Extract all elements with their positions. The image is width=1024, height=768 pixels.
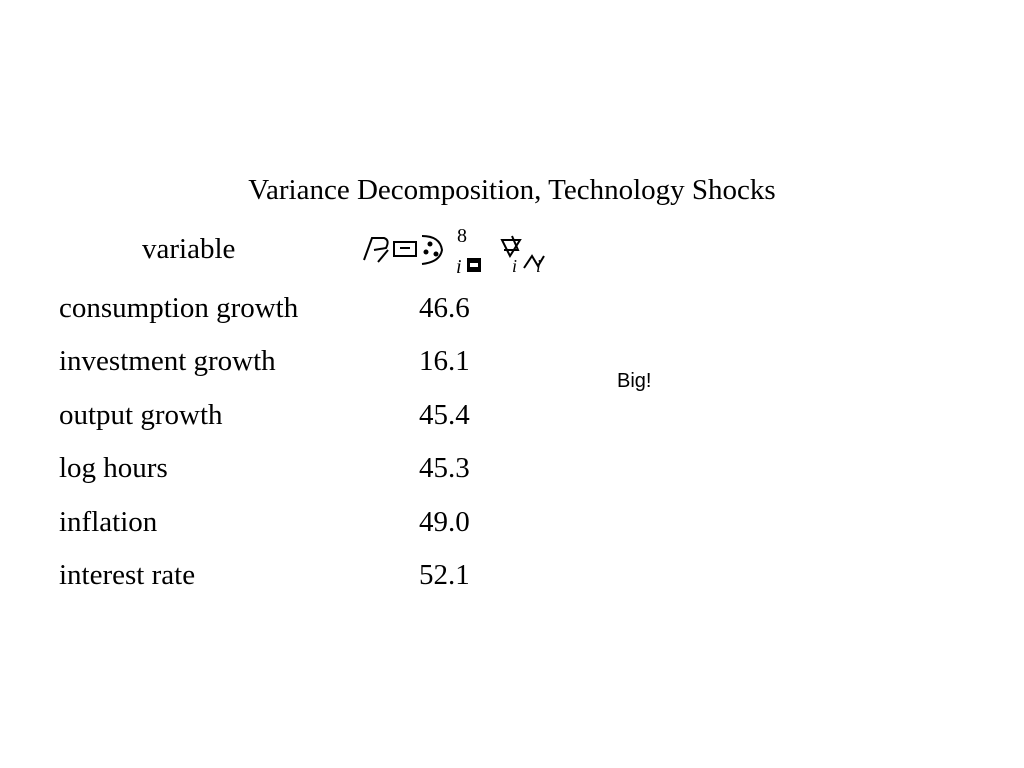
- svg-text:i: i: [536, 256, 541, 276]
- variable-column-header: variable: [142, 233, 236, 265]
- annotation-note: Big!: [617, 370, 652, 392]
- row-value: 52.1: [419, 559, 470, 591]
- page-title: Variance Decomposition, Technology Shock…: [248, 174, 776, 206]
- row-value: 49.0: [419, 506, 470, 538]
- formula-superscript: 8: [457, 225, 467, 247]
- row-value: 45.4: [419, 399, 470, 431]
- row-label: log hours: [59, 452, 168, 484]
- row-value: 46.6: [419, 292, 470, 324]
- formula-subscript: i: [456, 256, 462, 278]
- garbled-math-formula-icon: 8 i i i: [358, 222, 548, 278]
- row-label: consumption growth: [59, 292, 299, 324]
- row-label: inflation: [59, 506, 158, 538]
- row-value: 16.1: [419, 345, 470, 377]
- row-label: investment growth: [59, 345, 276, 377]
- row-value: 45.3: [419, 452, 470, 484]
- row-label: interest rate: [59, 559, 196, 591]
- row-label: output growth: [59, 399, 223, 431]
- svg-text:i: i: [512, 256, 517, 276]
